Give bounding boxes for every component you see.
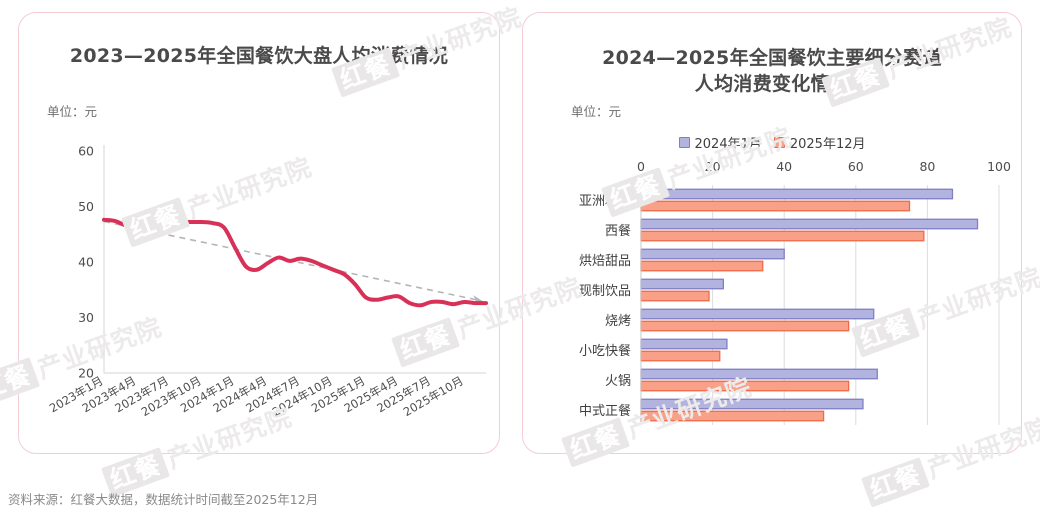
legend-label-2024: 2024年1月 (694, 137, 762, 152)
bar-segment (640, 290, 710, 302)
bar-chart-title-line2: 人均消费变化情况 (694, 73, 850, 95)
bar-segment (640, 200, 911, 212)
legend-item-2024[interactable]: 2024年1月 (678, 133, 762, 152)
x-axis-tick: 0 (637, 159, 645, 174)
bar-segment (640, 368, 878, 380)
x-axis-tick: 40 (776, 159, 792, 174)
bar-category-label: 烧烤 (605, 314, 631, 329)
x-axis-tick: 60 (848, 159, 864, 174)
bar-chart-card: 2024—2025年全国餐饮主要细分赛道 人均消费变化情况 单位：元 2024年… (522, 12, 1022, 454)
bar-segment (640, 410, 825, 422)
bar-category-label: 小吃快餐 (579, 343, 631, 359)
bar-category-label: 烘焙甜品 (579, 253, 631, 269)
line-chart-unit-label: 单位：元 (47, 104, 98, 119)
bar-segment (640, 320, 850, 332)
x-axis-tick: 20 (705, 159, 721, 174)
y-axis-tick: 30 (78, 310, 94, 325)
bar-category-label: 现制饮品 (579, 284, 631, 299)
line-chart-card: 2023—2025年全国餐饮大盘人均消费情况 单位：元 20 30 40 50 60 20… (18, 12, 500, 454)
y-axis-tick: 50 (78, 199, 94, 214)
bar-segment (640, 308, 875, 320)
line-series (102, 217, 488, 308)
legend-item-2025[interactable]: 2025年12月 (773, 133, 866, 152)
bar-segment (640, 188, 954, 200)
bar-category-label: 中式正餐 (579, 403, 631, 419)
line-chart-svg: 20304050602023年1月2023年4月2023年7月2023年10月2… (47, 144, 488, 419)
bar-category-label: 西餐 (605, 223, 631, 239)
legend-swatch-orange-icon (773, 137, 785, 148)
bar-chart-legend: 2024年1月 2025年12月 (523, 133, 1021, 152)
bar-segment (640, 260, 764, 272)
bar-segment (640, 380, 850, 392)
bar-segment (640, 338, 728, 350)
bar-category-label: 火锅 (605, 373, 631, 389)
bar-segment (640, 218, 979, 230)
watermark-brand: 红餐 (861, 457, 931, 508)
x-axis-tick: 100 (987, 159, 1011, 174)
bar-chart-unit-label: 单位：元 (571, 104, 622, 119)
x-axis-tick: 80 (919, 159, 935, 174)
bar-category-label: 亚洲料理 (579, 194, 631, 209)
y-axis-tick: 20 (78, 366, 94, 381)
y-axis-tick: 60 (78, 144, 94, 159)
legend-swatch-blue-icon (678, 137, 690, 148)
y-axis-tick: 40 (78, 255, 94, 270)
bar-segment (640, 230, 925, 242)
bar-segment (640, 248, 785, 260)
bar-segment (640, 350, 721, 362)
bar-segment (640, 278, 724, 290)
legend-label-2025: 2025年12月 (789, 137, 866, 152)
bar-segment (640, 398, 864, 410)
source-footer: 资料来源：红餐大数据，数据统计时间截至2025年12月 (8, 492, 319, 507)
